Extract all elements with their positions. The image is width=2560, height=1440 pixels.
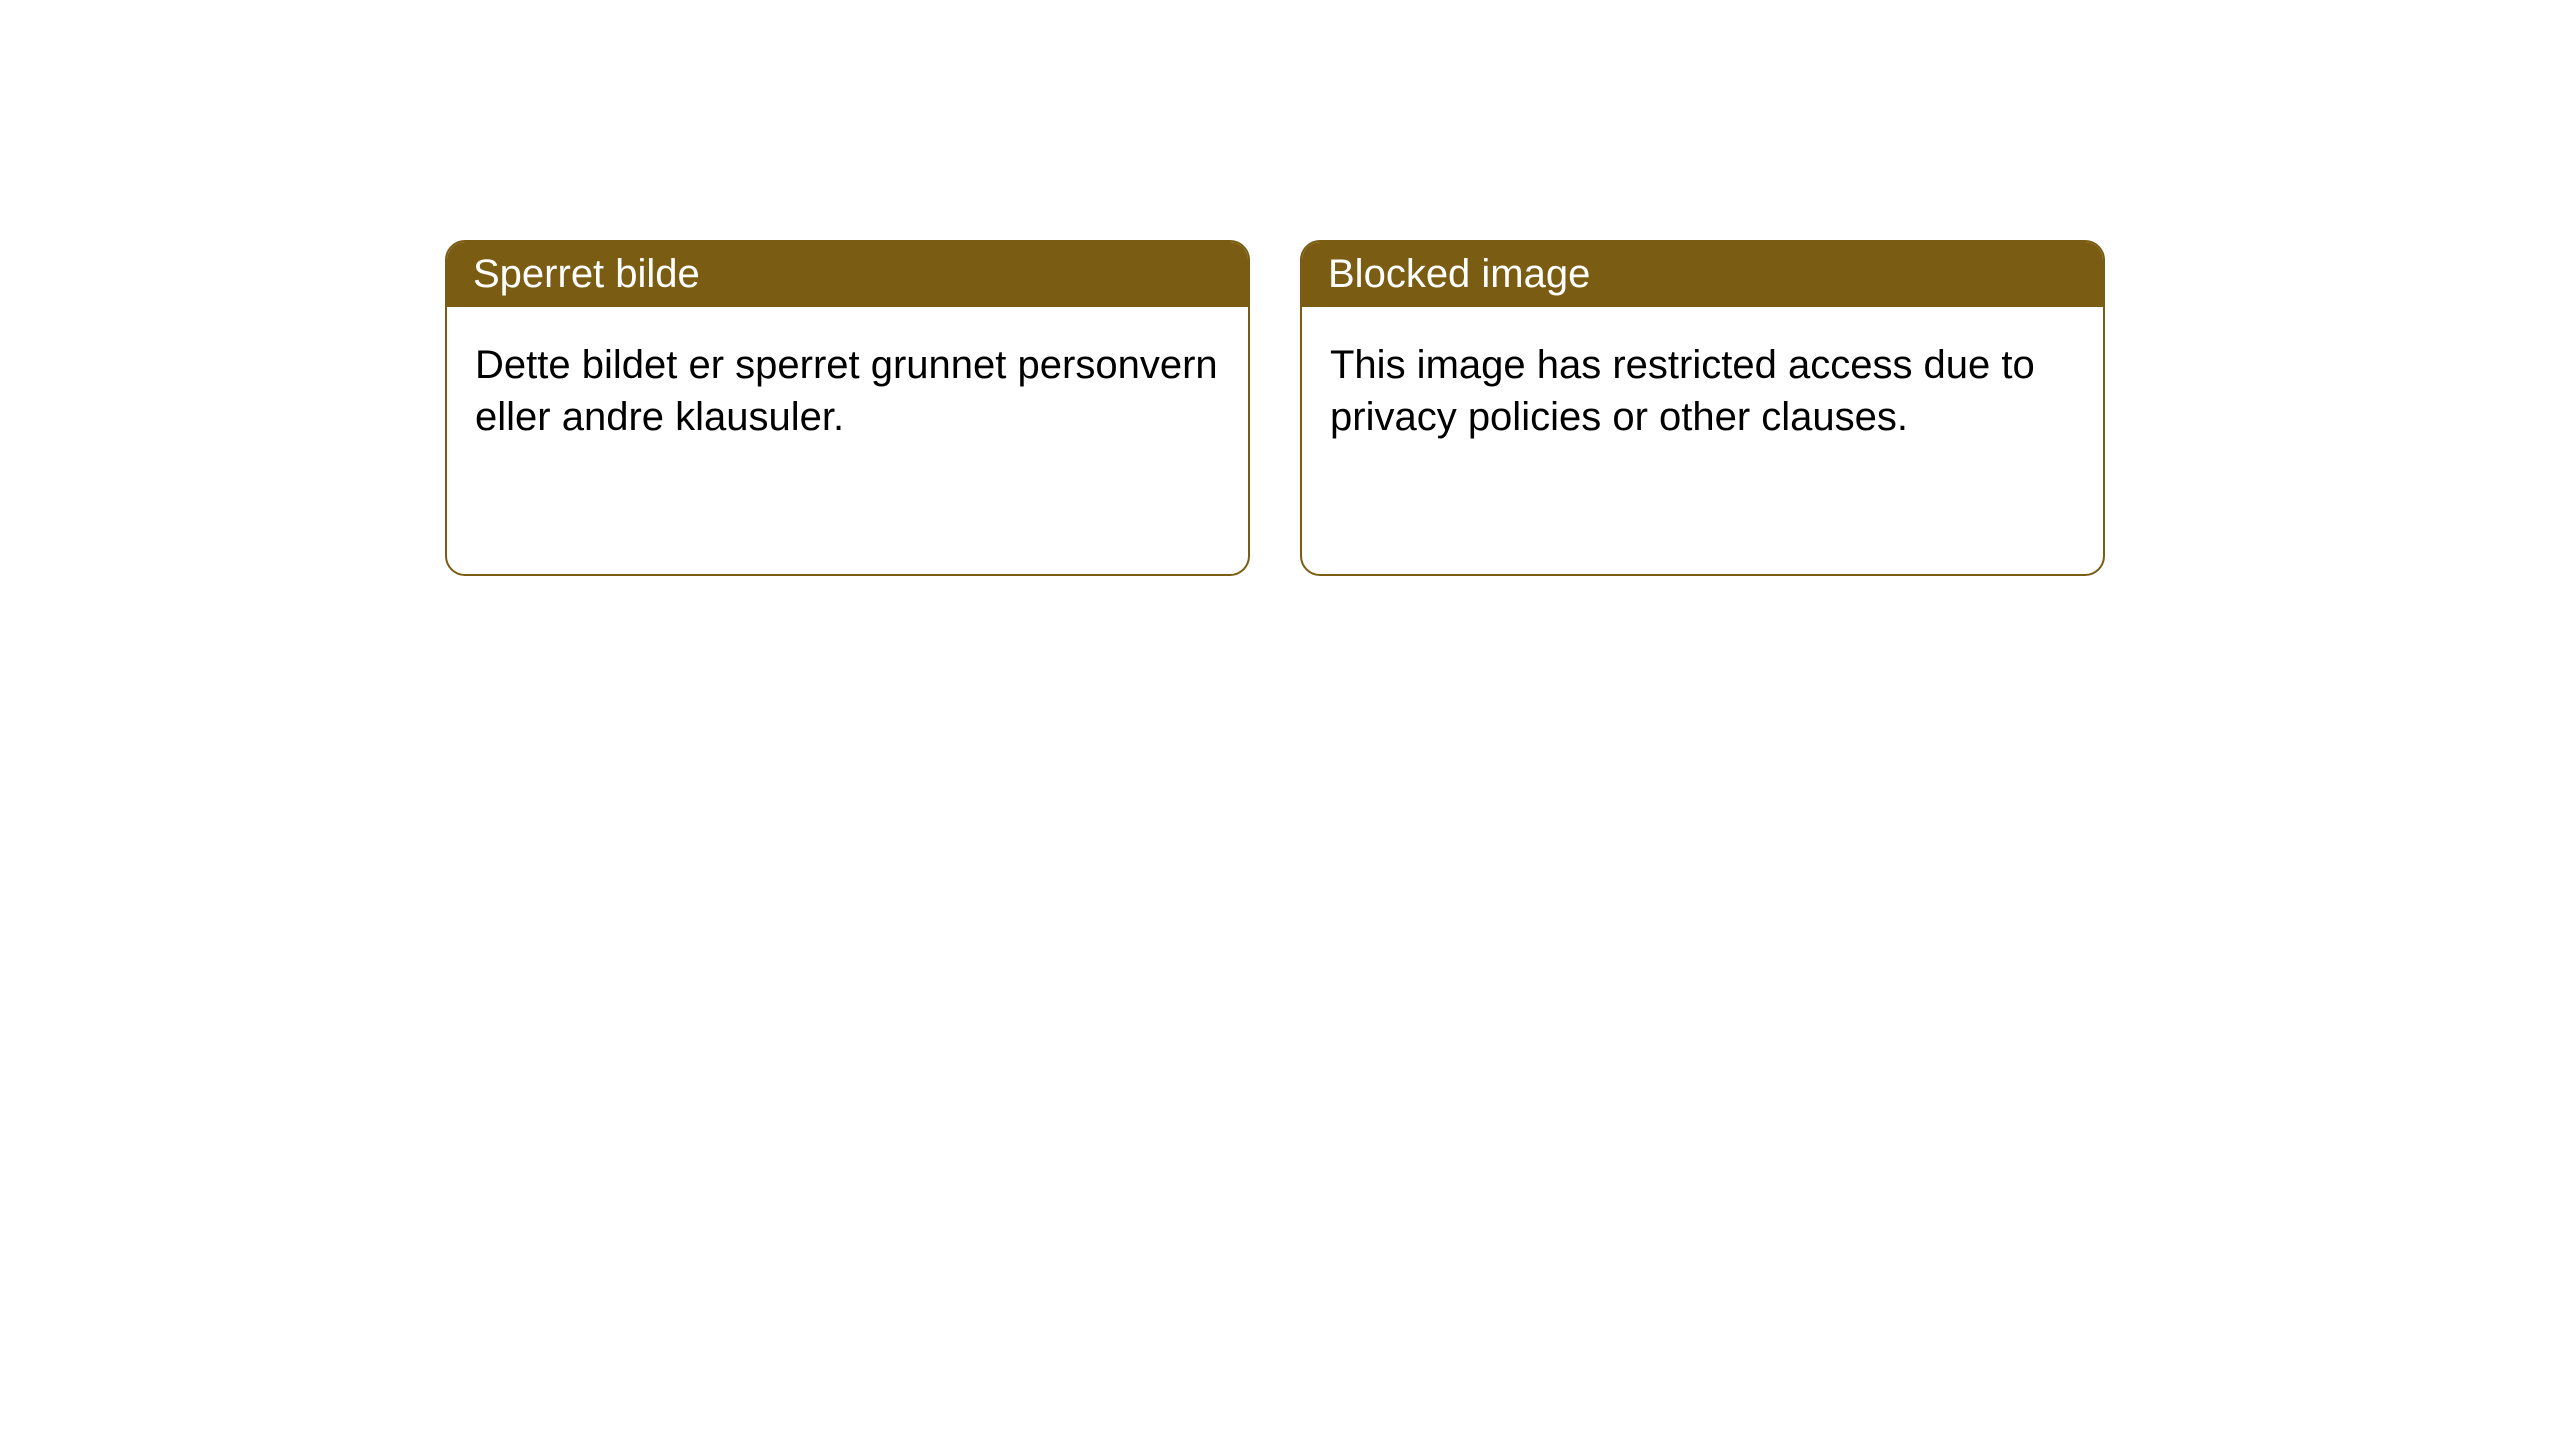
notice-cards-container: Sperret bilde Dette bildet er sperret gr…	[0, 0, 2560, 576]
card-header: Blocked image	[1302, 242, 2103, 307]
card-body: Dette bildet er sperret grunnet personve…	[447, 307, 1248, 475]
card-body: This image has restricted access due to …	[1302, 307, 2103, 475]
card-title: Sperret bilde	[473, 252, 700, 296]
notice-card-norwegian: Sperret bilde Dette bildet er sperret gr…	[445, 240, 1250, 576]
card-body-text: Dette bildet er sperret grunnet personve…	[475, 343, 1218, 439]
card-header: Sperret bilde	[447, 242, 1248, 307]
notice-card-english: Blocked image This image has restricted …	[1300, 240, 2105, 576]
card-title: Blocked image	[1328, 252, 1590, 296]
card-body-text: This image has restricted access due to …	[1330, 343, 2035, 439]
